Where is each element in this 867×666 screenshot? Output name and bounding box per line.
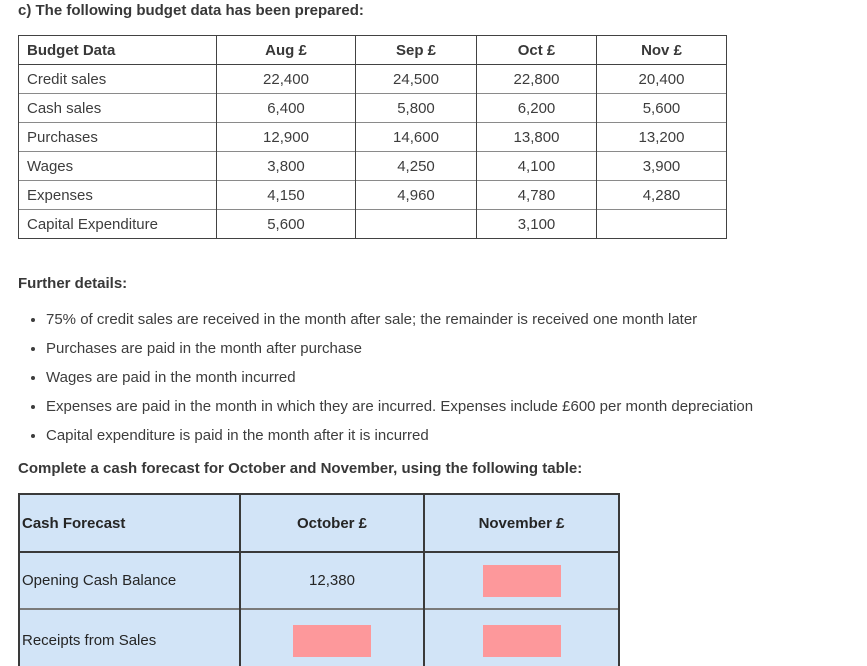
row-label: Purchases <box>18 122 217 152</box>
row-label: Capital Expenditure <box>18 209 217 239</box>
cell-value: 5,600 <box>216 209 356 239</box>
cell-value: 22,400 <box>216 64 356 94</box>
cell-value: 6,200 <box>476 93 597 123</box>
page-title: c) The following budget data has been pr… <box>18 2 364 19</box>
cell-value: 3,900 <box>596 151 727 181</box>
task-instruction: Complete a cash forecast for October and… <box>18 460 583 477</box>
cell-value: 5,600 <box>596 93 727 123</box>
cell-value: 4,280 <box>596 180 727 210</box>
detail-bullet: Expenses are paid in the month in which … <box>46 398 867 415</box>
further-details-title: Further details: <box>18 275 128 292</box>
receipts-october-cell <box>239 608 424 666</box>
cash-forecast-table: Cash Forecast October £ November £ Openi… <box>18 493 620 666</box>
cell-value: 4,780 <box>476 180 597 210</box>
cell-value: 5,800 <box>355 93 477 123</box>
cell-value: 22,800 <box>476 64 597 94</box>
table-row: Purchases 12,900 14,600 13,800 13,200 <box>18 122 727 152</box>
cell-value: 13,800 <box>476 122 597 152</box>
detail-bullet: 75% of credit sales are received in the … <box>46 311 867 328</box>
further-details-list: 75% of credit sales are received in the … <box>18 311 867 444</box>
opening-balance-october-value: 12,380 <box>239 551 424 609</box>
budget-header-nov: Nov £ <box>596 35 727 65</box>
cell-value: 3,800 <box>216 151 356 181</box>
table-row: Opening Cash Balance 12,380 <box>18 551 620 609</box>
forecast-header-label: Cash Forecast <box>18 493 240 552</box>
cell-value <box>355 209 477 239</box>
table-row: Expenses 4,150 4,960 4,780 4,280 <box>18 180 727 210</box>
row-label: Receipts from Sales <box>18 608 240 666</box>
budget-header-aug: Aug £ <box>216 35 356 65</box>
receipts-november-cell <box>423 608 620 666</box>
row-label: Opening Cash Balance <box>18 551 240 609</box>
cell-value: 24,500 <box>355 64 477 94</box>
budget-header-row: Budget Data Aug £ Sep £ Oct £ Nov £ <box>18 35 727 65</box>
row-label: Credit sales <box>18 64 217 94</box>
cell-value: 12,900 <box>216 122 356 152</box>
table-row: Capital Expenditure 5,600 3,100 <box>18 209 727 239</box>
forecast-header-row: Cash Forecast October £ November £ <box>18 493 620 552</box>
cell-value: 4,150 <box>216 180 356 210</box>
row-label: Wages <box>18 151 217 181</box>
cell-value: 14,600 <box>355 122 477 152</box>
cell-value: 4,250 <box>355 151 477 181</box>
budget-header-label: Budget Data <box>18 35 217 65</box>
forecast-header-october: October £ <box>239 493 424 552</box>
cell-value: 4,960 <box>355 180 477 210</box>
budget-data-table: Budget Data Aug £ Sep £ Oct £ Nov £ Cred… <box>18 35 727 239</box>
cell-value: 13,200 <box>596 122 727 152</box>
cell-value: 6,400 <box>216 93 356 123</box>
cell-value: 3,100 <box>476 209 597 239</box>
answer-input-box-receipts-october[interactable] <box>293 624 371 657</box>
cell-value: 4,100 <box>476 151 597 181</box>
cell-value: 20,400 <box>596 64 727 94</box>
table-row: Wages 3,800 4,250 4,100 3,900 <box>18 151 727 181</box>
table-row: Cash sales 6,400 5,800 6,200 5,600 <box>18 93 727 123</box>
answer-input-box-opening-november[interactable] <box>482 564 561 597</box>
cell-value <box>596 209 727 239</box>
table-row: Receipts from Sales <box>18 608 620 666</box>
detail-bullet: Purchases are paid in the month after pu… <box>46 340 867 357</box>
detail-bullet: Capital expenditure is paid in the month… <box>46 427 867 444</box>
forecast-header-november: November £ <box>423 493 620 552</box>
row-label: Cash sales <box>18 93 217 123</box>
row-label: Expenses <box>18 180 217 210</box>
detail-bullet: Wages are paid in the month incurred <box>46 369 867 386</box>
opening-balance-november-cell <box>423 551 620 609</box>
table-row: Credit sales 22,400 24,500 22,800 20,400 <box>18 64 727 94</box>
budget-header-oct: Oct £ <box>476 35 597 65</box>
budget-header-sep: Sep £ <box>355 35 477 65</box>
answer-input-box-receipts-november[interactable] <box>482 624 561 657</box>
